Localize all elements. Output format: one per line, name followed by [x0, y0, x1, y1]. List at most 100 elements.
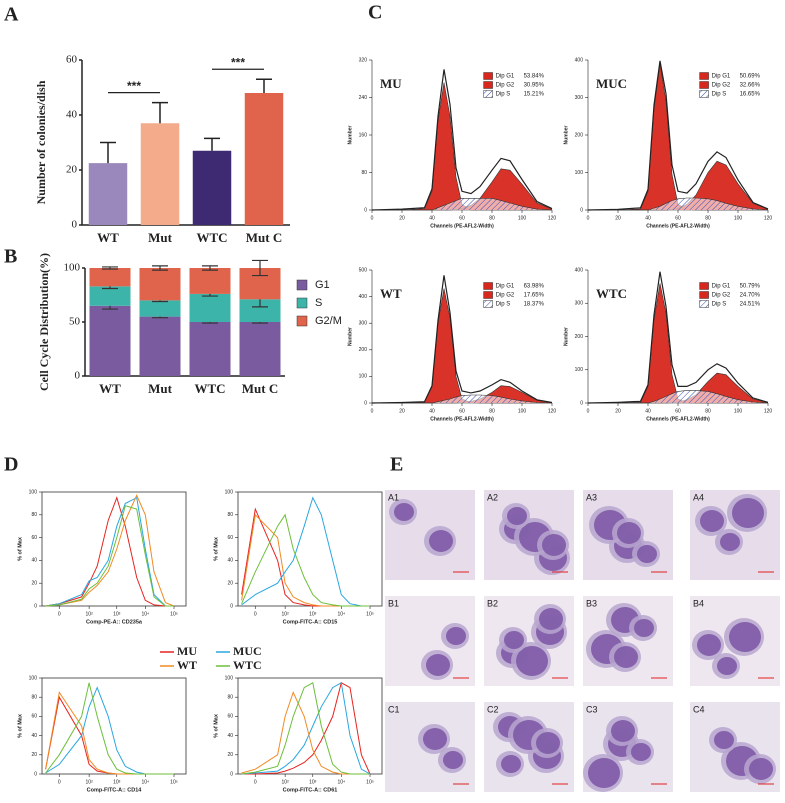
legend-label: MUC [233, 644, 262, 658]
micrograph: C4 [690, 702, 780, 792]
y-tick-label: 100 [225, 675, 234, 681]
bar-segment [239, 322, 281, 376]
y-tick-label: 80 [227, 695, 233, 701]
legend-swatch [483, 81, 493, 89]
value-label: 50.79% [740, 284, 761, 290]
y-tick-label: 200 [575, 132, 584, 138]
cell-nucleus [614, 646, 638, 668]
cell-nucleus [394, 503, 414, 521]
legend-label: MU [177, 644, 197, 658]
y-tick-label: 60 [227, 714, 233, 720]
cell-nucleus [536, 732, 560, 754]
legend-label: Dip G2 [496, 83, 515, 89]
legend-label: G1 [315, 279, 330, 291]
y-tick-label: 300 [575, 301, 584, 307]
value-label: 15.21% [524, 92, 545, 98]
y-axis-label: % of Max [17, 713, 23, 738]
bar-segment [89, 286, 131, 306]
y-tick-label: 20 [227, 752, 233, 758]
x-tick-label: 40 [645, 215, 651, 221]
cell-nucleus [611, 720, 635, 742]
cell-nucleus [507, 507, 527, 525]
cell-nucleus [542, 534, 566, 556]
panel-letter: C [368, 2, 382, 24]
cell-nucleus [732, 498, 764, 528]
micrograph: A3 [583, 490, 673, 580]
legend-swatch [296, 279, 308, 291]
y-tick-label: 60 [227, 535, 233, 541]
histogram-line [241, 513, 370, 607]
x-tick-label: 10⁴ [141, 611, 149, 617]
x-tick-label: WT [99, 381, 121, 396]
y-tick-label: 300 [575, 95, 584, 101]
y-tick-label: 0 [72, 219, 78, 231]
histogram-line [45, 691, 174, 775]
y-tick-label: 400 [359, 294, 368, 300]
x-tick-label: 40 [429, 215, 435, 221]
legend-swatch [699, 90, 709, 98]
x-tick-label: 60 [459, 215, 465, 221]
x-tick-label: 10⁴ [337, 779, 345, 785]
bar [140, 123, 180, 225]
y-tick-label: 100 [64, 262, 81, 274]
histogram-line [241, 691, 370, 775]
y-tick-label: 300 [359, 321, 368, 327]
y-axis-label: Number [563, 327, 569, 346]
value-label: 24.51% [740, 302, 761, 308]
error-bar [252, 259, 268, 277]
cell-nucleus [749, 758, 773, 780]
x-tick-label: 20 [399, 408, 405, 414]
fit-line [371, 275, 553, 404]
bar-segment [89, 305, 131, 376]
x-tick-label: 0 [371, 408, 374, 414]
histogram-line [45, 505, 174, 607]
x-tick-label: 100 [518, 408, 527, 414]
sample-label: MU [380, 76, 402, 91]
x-tick-label: 0 [371, 215, 374, 221]
x-tick-label: 10² [86, 779, 94, 785]
legend-swatch [296, 297, 308, 309]
y-tick-label: 60 [66, 54, 78, 66]
histogram-line [241, 682, 371, 775]
bar [192, 150, 232, 225]
x-tick-label: 10³ [309, 779, 317, 785]
x-tick-label: 20 [399, 215, 405, 221]
legend-swatch [483, 291, 493, 299]
x-tick-label: 100 [734, 408, 743, 414]
bar-segment [239, 299, 281, 322]
y-tick-label: 100 [29, 675, 38, 681]
y-axis-label: Cell Cycle Distribution(%) [37, 253, 51, 391]
x-tick-label: 10² [282, 611, 290, 617]
legend-label: Dip G1 [712, 74, 731, 80]
micrograph: C3 [583, 702, 673, 792]
error-bar [152, 265, 168, 271]
micrograph: A2 [484, 490, 574, 580]
x-axis-label: Comp-PE-A:: CD235a [86, 619, 143, 625]
x-tick-label: 10³ [309, 611, 317, 617]
x-tick-label: 80 [705, 215, 711, 221]
x-tick-label: 0 [58, 611, 61, 617]
value-label: 53.84% [524, 74, 545, 80]
area-fill [588, 390, 768, 403]
x-tick-label: 80 [489, 408, 495, 414]
bar-segment [139, 268, 181, 301]
sample-label: MUC [596, 76, 627, 91]
x-tick-label: 120 [548, 408, 557, 414]
y-tick-label: 100 [29, 489, 38, 495]
histogram-line [241, 682, 371, 775]
micrograph-label: C1 [388, 704, 400, 714]
y-tick-label: 0 [580, 400, 583, 406]
x-tick-label: 10⁴ [337, 611, 345, 617]
y-tick-label: 40 [66, 109, 78, 121]
y-tick-label: 40 [31, 558, 37, 564]
value-label: 17.65% [524, 293, 545, 299]
x-tick-label: 0 [254, 779, 257, 785]
legend-label: WT [177, 658, 197, 672]
area-outline [588, 390, 769, 404]
legend-label: Dip G2 [496, 293, 515, 299]
x-tick-label: 10³ [113, 611, 121, 617]
value-label: 63.98% [524, 284, 545, 290]
micrograph: A1 [385, 490, 475, 580]
cell-nucleus [446, 627, 466, 645]
x-tick-label: 10⁵ [170, 779, 178, 785]
